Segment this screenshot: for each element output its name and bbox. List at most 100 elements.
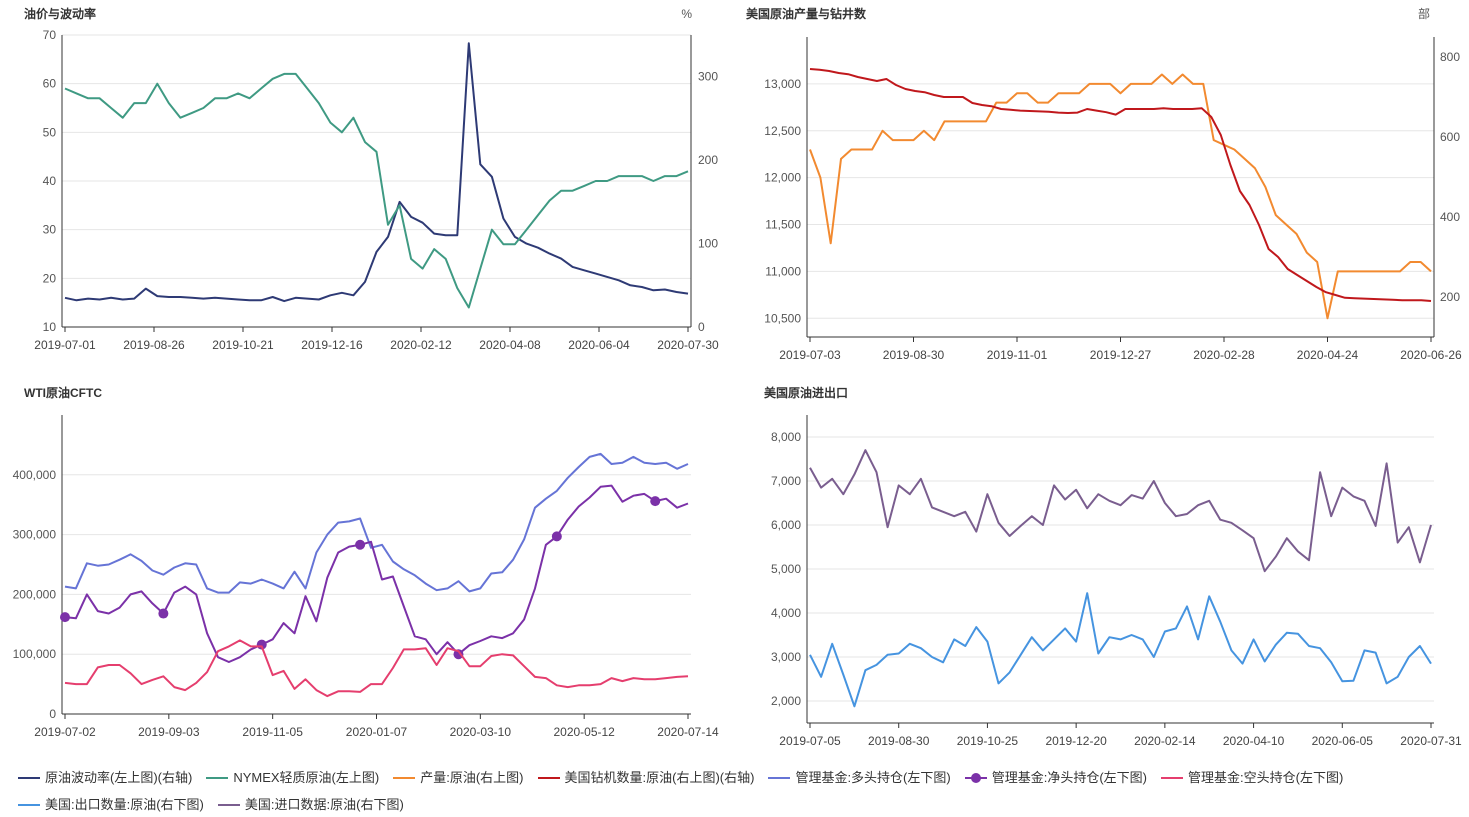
legend-label: 原油波动率(左上图)(右轴) (45, 770, 193, 785)
series-marker (453, 649, 464, 660)
x-tick-label: 2020-04-08 (479, 338, 541, 352)
legend-label: 美国钻机数量:原油(右上图)(右轴) (564, 770, 755, 785)
y-tick-label: 300,000 (13, 528, 57, 542)
y-right-tick-label: 400 (1440, 210, 1460, 224)
panel-1: 油价与波动率 % 10 20 30 40 50 60 70 0 100 200 300 2019-07-0… (24, 6, 719, 352)
y-right-tick-label: 800 (1440, 50, 1460, 64)
x-tick-label: 2020-06-26 (1400, 348, 1462, 362)
y-tick-label: 11,000 (765, 264, 801, 278)
legend: 原油波动率(左上图)(右轴) NYMEX轻质原油(左上图) 产量:原油(右上图) 美国… (18, 763, 1458, 817)
y-tick-label: 5,000 (771, 562, 801, 576)
series-marker (158, 608, 169, 619)
series-line-1 (809, 592, 1432, 708)
series-marker (551, 531, 562, 542)
y-tick-label: 50 (43, 125, 57, 139)
x-tick-label: 2020-06-05 (1312, 734, 1374, 748)
series-line-2 (64, 484, 689, 663)
legend-swatch (206, 777, 229, 779)
y-tick-label: 10 (43, 320, 57, 334)
y-tick-label: 0 (49, 707, 56, 721)
y-tick-label: 11,500 (765, 218, 801, 232)
y-tick-label: 30 (43, 223, 57, 237)
legend-item[interactable]: 原油波动率(左上图)(右轴) (18, 766, 192, 790)
y-right-tick-label: 200 (1440, 290, 1460, 304)
y-tick-label: 2,000 (771, 694, 801, 708)
legend-swatch (964, 773, 987, 783)
legend-label: 美国:出口数量:原油(右下图) (45, 797, 204, 812)
x-tick-label: 2019-12-20 (1045, 734, 1107, 748)
legend-item[interactable]: 美国:出口数量:原油(右下图) (18, 793, 204, 817)
y-right-tick-label: 100 (698, 237, 718, 251)
legend-swatch (1161, 777, 1183, 779)
legend-swatch (217, 804, 240, 806)
legend-label: 美国:进口数据:原油(右下图) (244, 797, 404, 812)
panel-4: 美国原油进出口 2,000 3,000 4,000 5,000 6,000 7,000 8,0… (764, 385, 1462, 748)
series-line-2 (64, 72, 689, 309)
right-axis-unit: 部 (1418, 6, 1430, 21)
x-tick-label: 2020-02-14 (1134, 734, 1196, 748)
x-tick-label: 2019-07-03 (779, 348, 841, 362)
chart-title: 美国原油进出口 (764, 385, 848, 400)
legend-item[interactable]: 产量:原油(右上图) (393, 766, 524, 790)
series-marker (650, 496, 661, 507)
y-tick-label: 10,500 (764, 311, 801, 325)
series-line-3 (64, 639, 689, 698)
legend-swatch (18, 777, 40, 779)
x-tick-label: 2020-01-07 (346, 725, 408, 739)
y-right-tick-label: 0 (698, 320, 705, 334)
legend-item[interactable]: 管理基金:多头持仓(左下图) (768, 766, 951, 790)
y-right-tick-label: 600 (1440, 130, 1460, 144)
y-tick-label: 6,000 (771, 518, 801, 532)
y-tick-label: 400,000 (13, 468, 57, 482)
y-tick-label: 3,000 (771, 650, 801, 664)
x-tick-label: 2020-06-04 (568, 338, 630, 352)
y-tick-label: 20 (43, 271, 57, 285)
x-tick-label: 2020-07-14 (657, 725, 719, 739)
y-tick-label: 70 (43, 28, 57, 42)
legend-label: 产量:原油(右上图) (420, 770, 524, 785)
y-tick-label: 12,500 (764, 124, 801, 138)
series-line-2 (809, 449, 1432, 573)
x-tick-label: 2019-07-01 (34, 338, 96, 352)
series-line-1 (64, 452, 689, 594)
series-line-1 (809, 73, 1432, 320)
series-line-1 (64, 42, 689, 303)
legend-swatch (18, 804, 40, 806)
x-tick-label: 2020-07-30 (657, 338, 719, 352)
legend-label: 管理基金:多头持仓(左下图) (795, 770, 951, 785)
y-tick-label: 40 (43, 174, 57, 188)
panel-2: 美国原油产量与钻井数 部 10,500 11,000 11,500 12,000 12,50… (746, 6, 1462, 362)
series-marker (355, 539, 366, 550)
legend-label: 管理基金:空头持仓(左下图) (1188, 770, 1344, 785)
x-tick-label: 2019-10-21 (212, 338, 274, 352)
right-axis-unit: % (681, 7, 692, 21)
y-tick-label: 100,000 (13, 647, 57, 661)
chart-title: 油价与波动率 (24, 6, 96, 21)
series-line-2 (809, 68, 1432, 302)
legend-swatch (768, 777, 791, 779)
legend-item[interactable]: 管理基金:空头持仓(左下图) (1161, 766, 1343, 790)
legend-item[interactable]: 管理基金:净头持仓(左下图) (964, 766, 1147, 790)
y-tick-label: 7,000 (771, 474, 801, 488)
x-tick-label: 2020-07-31 (1400, 734, 1462, 748)
panel-3: WTI原油CFTC 0 100,000 200,000 300,000 400,000 20… (13, 385, 719, 739)
legend-item[interactable]: NYMEX轻质原油(左上图) (206, 766, 379, 790)
x-tick-label: 2019-07-02 (34, 725, 96, 739)
x-tick-label: 2020-03-10 (450, 725, 512, 739)
x-tick-label: 2019-07-05 (779, 734, 841, 748)
chart-title: WTI原油CFTC (24, 385, 102, 400)
x-tick-label: 2020-04-10 (1223, 734, 1285, 748)
y-tick-label: 200,000 (13, 587, 57, 601)
y-right-tick-label: 200 (698, 153, 718, 167)
legend-swatch (393, 777, 416, 779)
x-tick-label: 2020-05-12 (553, 725, 615, 739)
legend-item[interactable]: 美国:进口数据:原油(右下图) (217, 793, 404, 817)
y-tick-label: 60 (43, 77, 57, 91)
y-tick-label: 12,000 (764, 171, 801, 185)
x-tick-label: 2019-08-26 (123, 338, 185, 352)
legend-item[interactable]: 美国钻机数量:原油(右上图)(右轴) (537, 766, 755, 790)
x-tick-label: 2020-02-12 (390, 338, 452, 352)
x-tick-label: 2020-02-28 (1193, 348, 1255, 362)
legend-label: 管理基金:净头持仓(左下图) (991, 770, 1147, 785)
